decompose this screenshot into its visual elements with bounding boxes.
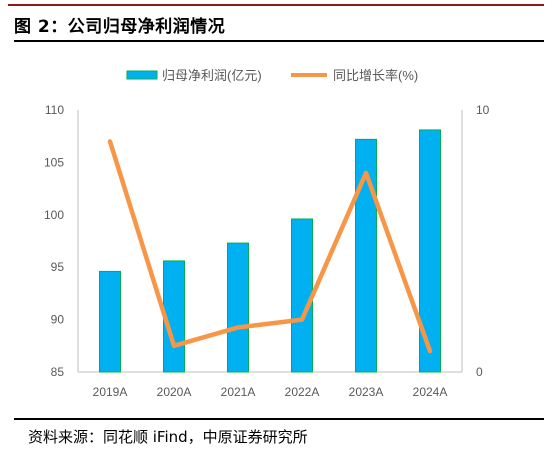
figure-title: 图 2：公司归母净利润情况 xyxy=(14,17,226,37)
bars-group xyxy=(99,129,441,373)
legend: 归母净利润(亿元) 同比增长率(%) xyxy=(126,68,418,83)
y-right-tick-label: 0 xyxy=(476,365,483,379)
bar xyxy=(291,218,313,373)
x-tick-label: 2023A xyxy=(349,385,384,399)
legend-bar-label: 归母净利润(亿元) xyxy=(162,68,262,83)
growth-line xyxy=(107,139,433,354)
x-tick-label: 2022A xyxy=(285,385,320,399)
y-left-tick-label: 100 xyxy=(44,208,64,222)
source-note: 资料来源：同花顺 iFind，中原证券研究所 xyxy=(28,428,308,446)
x-tick-label: 2020A xyxy=(157,385,192,399)
x-tick-label: 2021A xyxy=(221,385,256,399)
source-divider xyxy=(14,418,544,420)
bar xyxy=(355,138,377,373)
bar xyxy=(419,129,441,373)
y-left-tick-label: 95 xyxy=(51,260,65,274)
y-left-tick-label: 105 xyxy=(44,155,64,169)
y-left-tick-label: 110 xyxy=(45,103,64,117)
y-left-tick-label: 85 xyxy=(51,365,65,379)
legend-line-label: 同比增长率(%) xyxy=(333,68,418,83)
axes-group: 85 90 95 100 105 110 0 10 2019A 2020A 2021A 2022A 20… xyxy=(44,103,490,399)
y-left-tick-label: 90 xyxy=(51,313,65,327)
x-tick-label: 2024A xyxy=(413,385,448,399)
title-divider xyxy=(14,40,544,42)
bar xyxy=(227,242,249,373)
x-tick-label: 2019A xyxy=(93,385,128,399)
top-rule xyxy=(8,4,544,6)
legend-bar-swatch xyxy=(126,70,158,80)
y-right-tick-label: 10 xyxy=(476,103,490,117)
bar xyxy=(99,270,121,373)
line-group xyxy=(107,139,433,354)
